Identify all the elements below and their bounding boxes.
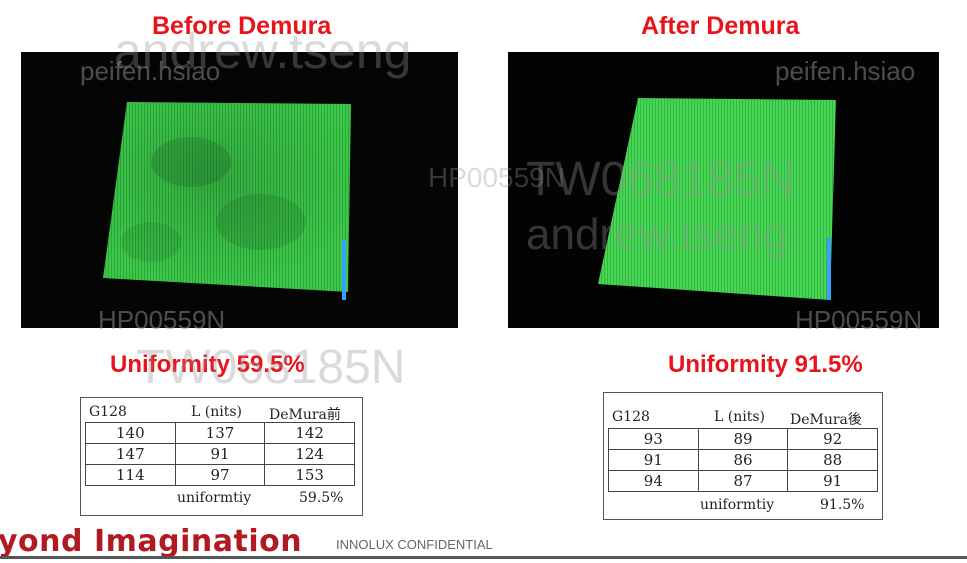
before-footer-label: uniformtiy [177,490,252,506]
before-values-table: 140 137 142 147 91 124 114 97 153 [85,422,355,486]
header-luminance: L (nits) [191,404,242,420]
cell: 142 [264,422,355,444]
cell: 88 [787,449,878,471]
before-panel-photo [21,52,458,328]
cell: 94 [608,470,699,492]
before-uniformity: Uniformity 59.5% [110,351,305,378]
cell: 153 [264,464,355,486]
footer-divider [0,556,967,559]
before-table: G128 L (nits) DeMura前 140 137 142 147 91… [80,397,363,516]
header-luminance: L (nits) [714,409,765,425]
brand-slogan-part1: yond [0,524,94,559]
cell: 97 [174,464,266,486]
after-footer-label: uniformtiy [700,497,775,513]
brand-slogan: yond Imagination [0,524,302,559]
cell: 86 [697,449,789,471]
table-row: 114 97 153 [85,464,355,486]
cell: 140 [85,422,176,444]
after-table: G128 L (nits) DeMura後 93 89 92 91 86 88 … [603,392,883,520]
after-uniformity: Uniformity 91.5% [668,351,863,378]
brand-slogan-part2: Imagination [93,524,303,559]
before-footer-value: 59.5% [299,490,344,506]
confidential-label: INNOLUX CONFIDENTIAL [336,537,493,552]
after-values-table: 93 89 92 91 86 88 94 87 91 [608,428,878,492]
header-demura: DeMura前 [269,407,341,423]
cell: 92 [787,428,878,450]
header-demura: DeMura後 [790,412,862,428]
after-panel-photo [508,52,939,328]
cell: 114 [85,464,176,486]
cell: 91 [608,449,699,471]
after-footer-value: 91.5% [820,497,865,513]
header-g128: G128 [612,409,650,425]
cell: 87 [697,470,789,492]
cell: 137 [174,422,266,444]
cell: 91 [787,470,878,492]
table-row: 93 89 92 [608,428,878,450]
cell: 147 [85,443,176,465]
cell: 89 [697,428,789,450]
cell: 91 [174,443,266,465]
after-title: After Demura [641,12,800,40]
cell: 93 [608,428,699,450]
after-table-header: G128 L (nits) DeMura後 [610,409,876,428]
table-row: 147 91 124 [85,443,355,465]
table-row: 94 87 91 [608,470,878,492]
before-title: Before Demura [152,12,332,40]
header-g128: G128 [89,404,127,420]
table-row: 140 137 142 [85,422,355,444]
table-row: 91 86 88 [608,449,878,471]
cell: 124 [264,443,355,465]
before-table-header: G128 L (nits) DeMura前 [87,404,356,423]
